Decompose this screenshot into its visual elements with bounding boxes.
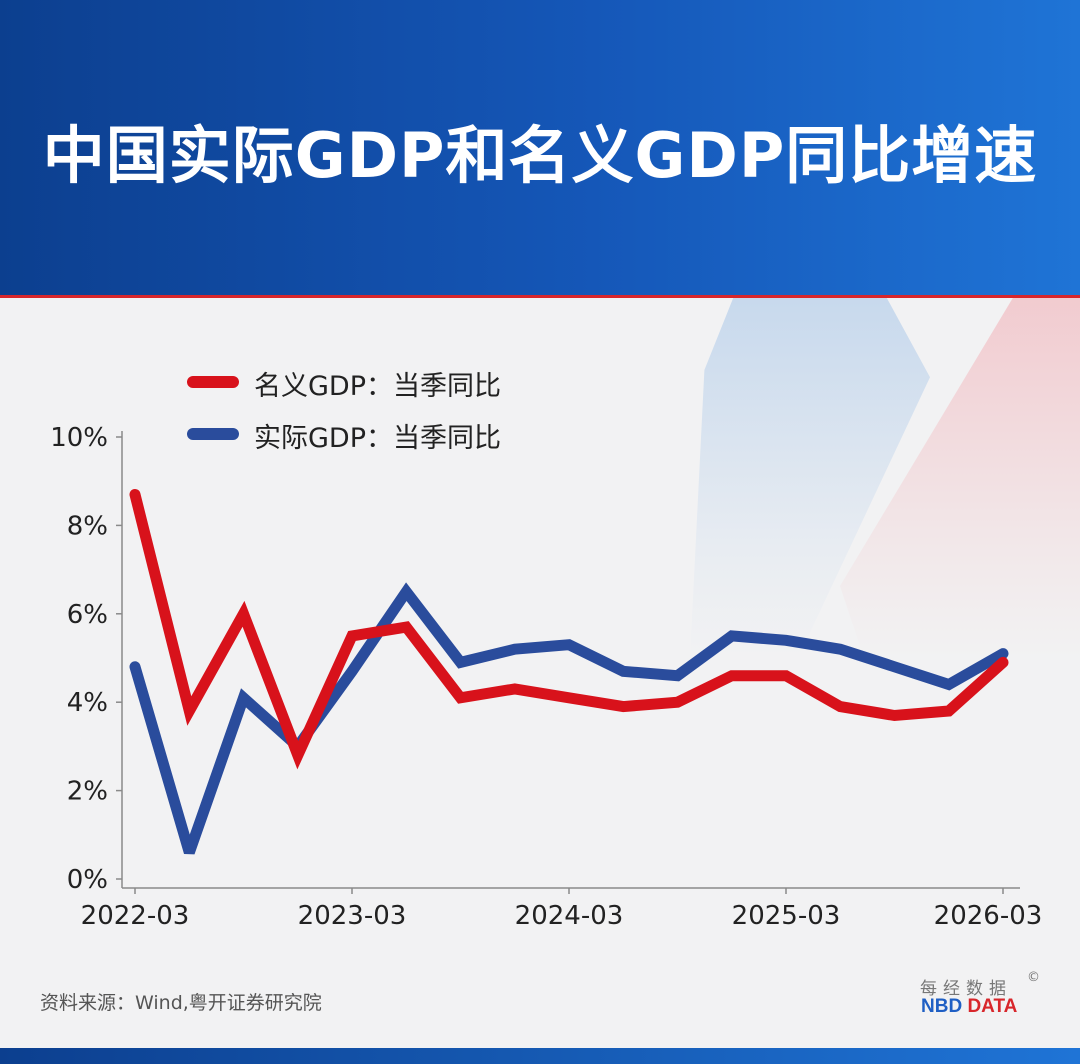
- brand-data: DATA: [967, 996, 1018, 1017]
- x-tick-label: 2026-03: [934, 901, 1043, 931]
- brand-nbd: NBD: [921, 996, 963, 1017]
- line-chart: 0% 2% 4% 6% 8% 10% 2022-03 2023-03 2024-03 2025-0…: [50, 423, 1042, 931]
- chart-axes: [121, 431, 1020, 889]
- legend-label-nominal: 名义GDP：当季同比: [254, 371, 501, 402]
- y-tick-label: 6%: [67, 600, 108, 630]
- copyright-icon: ©: [1027, 970, 1040, 985]
- y-tick-label: 8%: [67, 511, 108, 541]
- brand-logo: NBD DATA: [921, 996, 1017, 1018]
- header-banner: 中国实际GDP和名义GDP同比增速: [0, 0, 1080, 295]
- y-tick-label: 4%: [67, 688, 108, 718]
- x-tick-label: 2024-03: [515, 901, 624, 931]
- chart-lines: [129, 489, 1009, 855]
- series-line-nominal: [129, 489, 1009, 770]
- legend-label-real: 实际GDP：当季同比: [254, 423, 501, 454]
- legend-swatch-real: [187, 428, 239, 440]
- chart-ticks: 0% 2% 4% 6% 8% 10% 2022-03 2023-03 2024-03 2025-0…: [50, 423, 1042, 931]
- x-tick-label: 2025-03: [732, 901, 841, 931]
- header-divider: [0, 295, 1080, 298]
- source-note: 资料来源：Wind,粤开证券研究院: [40, 992, 322, 1014]
- page-title: 中国实际GDP和名义GDP同比增速: [42, 119, 1038, 192]
- legend-swatch-nominal: [187, 376, 239, 388]
- x-tick-label: 2023-03: [298, 901, 407, 931]
- x-tick-label: 2022-03: [81, 901, 190, 931]
- y-tick-label: 10%: [50, 423, 108, 453]
- y-tick-label: 0%: [67, 865, 108, 895]
- brand-name-cn: 每经数据: [920, 979, 1012, 999]
- footer-bar: [0, 1048, 1080, 1064]
- series-line-real: [129, 582, 1009, 855]
- y-tick-label: 2%: [67, 777, 108, 807]
